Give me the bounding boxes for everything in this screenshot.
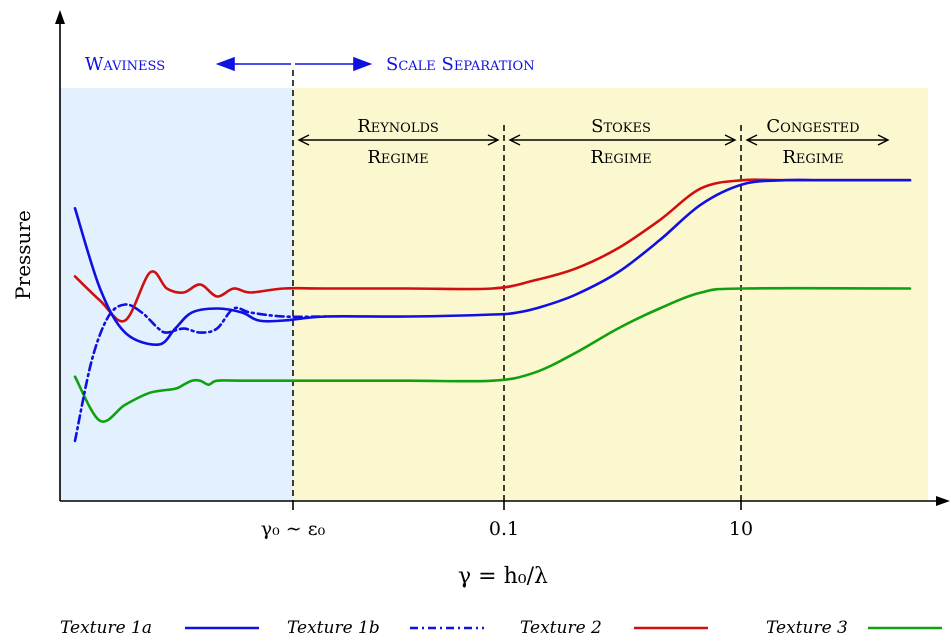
regime-reynolds-line2: Regime: [367, 147, 428, 168]
regime-arrows: [297, 134, 890, 146]
y-axis-label: Pressure: [11, 210, 35, 300]
series-line-texture-3: [73, 286, 912, 423]
arrowhead-congested-left: [745, 134, 758, 146]
regime-reynolds-line1: Reynolds: [357, 116, 439, 137]
axes: [55, 10, 950, 510]
y-axis-arrowhead: [55, 10, 65, 24]
x-axis-arrowhead: [936, 496, 950, 506]
legend: Texture 1a Texture 1b Texture 2 Texture …: [60, 618, 942, 638]
region-waviness: [60, 88, 293, 501]
series-line-texture-1b: [73, 303, 327, 443]
arrowhead-stokes-right: [724, 134, 737, 146]
x-tick-label-0-1: 0.1: [489, 518, 519, 540]
region-scale-separation: [293, 88, 928, 501]
arrowhead-stokes-left: [508, 134, 521, 146]
series-line-texture-2: [73, 178, 912, 323]
arrowhead-waviness: [215, 56, 235, 72]
regime-stokes-line2: Regime: [590, 147, 651, 168]
arrowhead-scale-separation: [353, 56, 373, 72]
regime-congested-line2: Regime: [782, 147, 843, 168]
region-label-scale-separation: Scale Separation: [386, 54, 535, 75]
region-arrows: [215, 56, 373, 72]
regime-stokes-line1: Stokes: [591, 116, 651, 137]
arrowhead-congested-right: [877, 134, 890, 146]
series-line-texture-1a: [73, 178, 912, 346]
arrowhead-reynolds-left: [297, 134, 310, 146]
x-tick-label-10: 10: [729, 518, 753, 540]
regime-congested-line1: Congested: [766, 116, 859, 137]
legend-label-texture-1b: Texture 1b: [287, 618, 380, 638]
series-layer: [73, 178, 912, 443]
region-label-waviness: Waviness: [85, 54, 165, 75]
arrowhead-reynolds-right: [487, 134, 500, 146]
x-axis-label: γ = h₀/λ: [458, 564, 548, 589]
x-tick-label-gamma0: γ₀ ∼ ε₀: [261, 518, 326, 540]
regime-dividers: [292, 70, 742, 501]
legend-label-texture-1a: Texture 1a: [60, 618, 152, 638]
legend-label-texture-3: Texture 3: [766, 618, 848, 638]
legend-label-texture-2: Texture 2: [520, 618, 602, 638]
